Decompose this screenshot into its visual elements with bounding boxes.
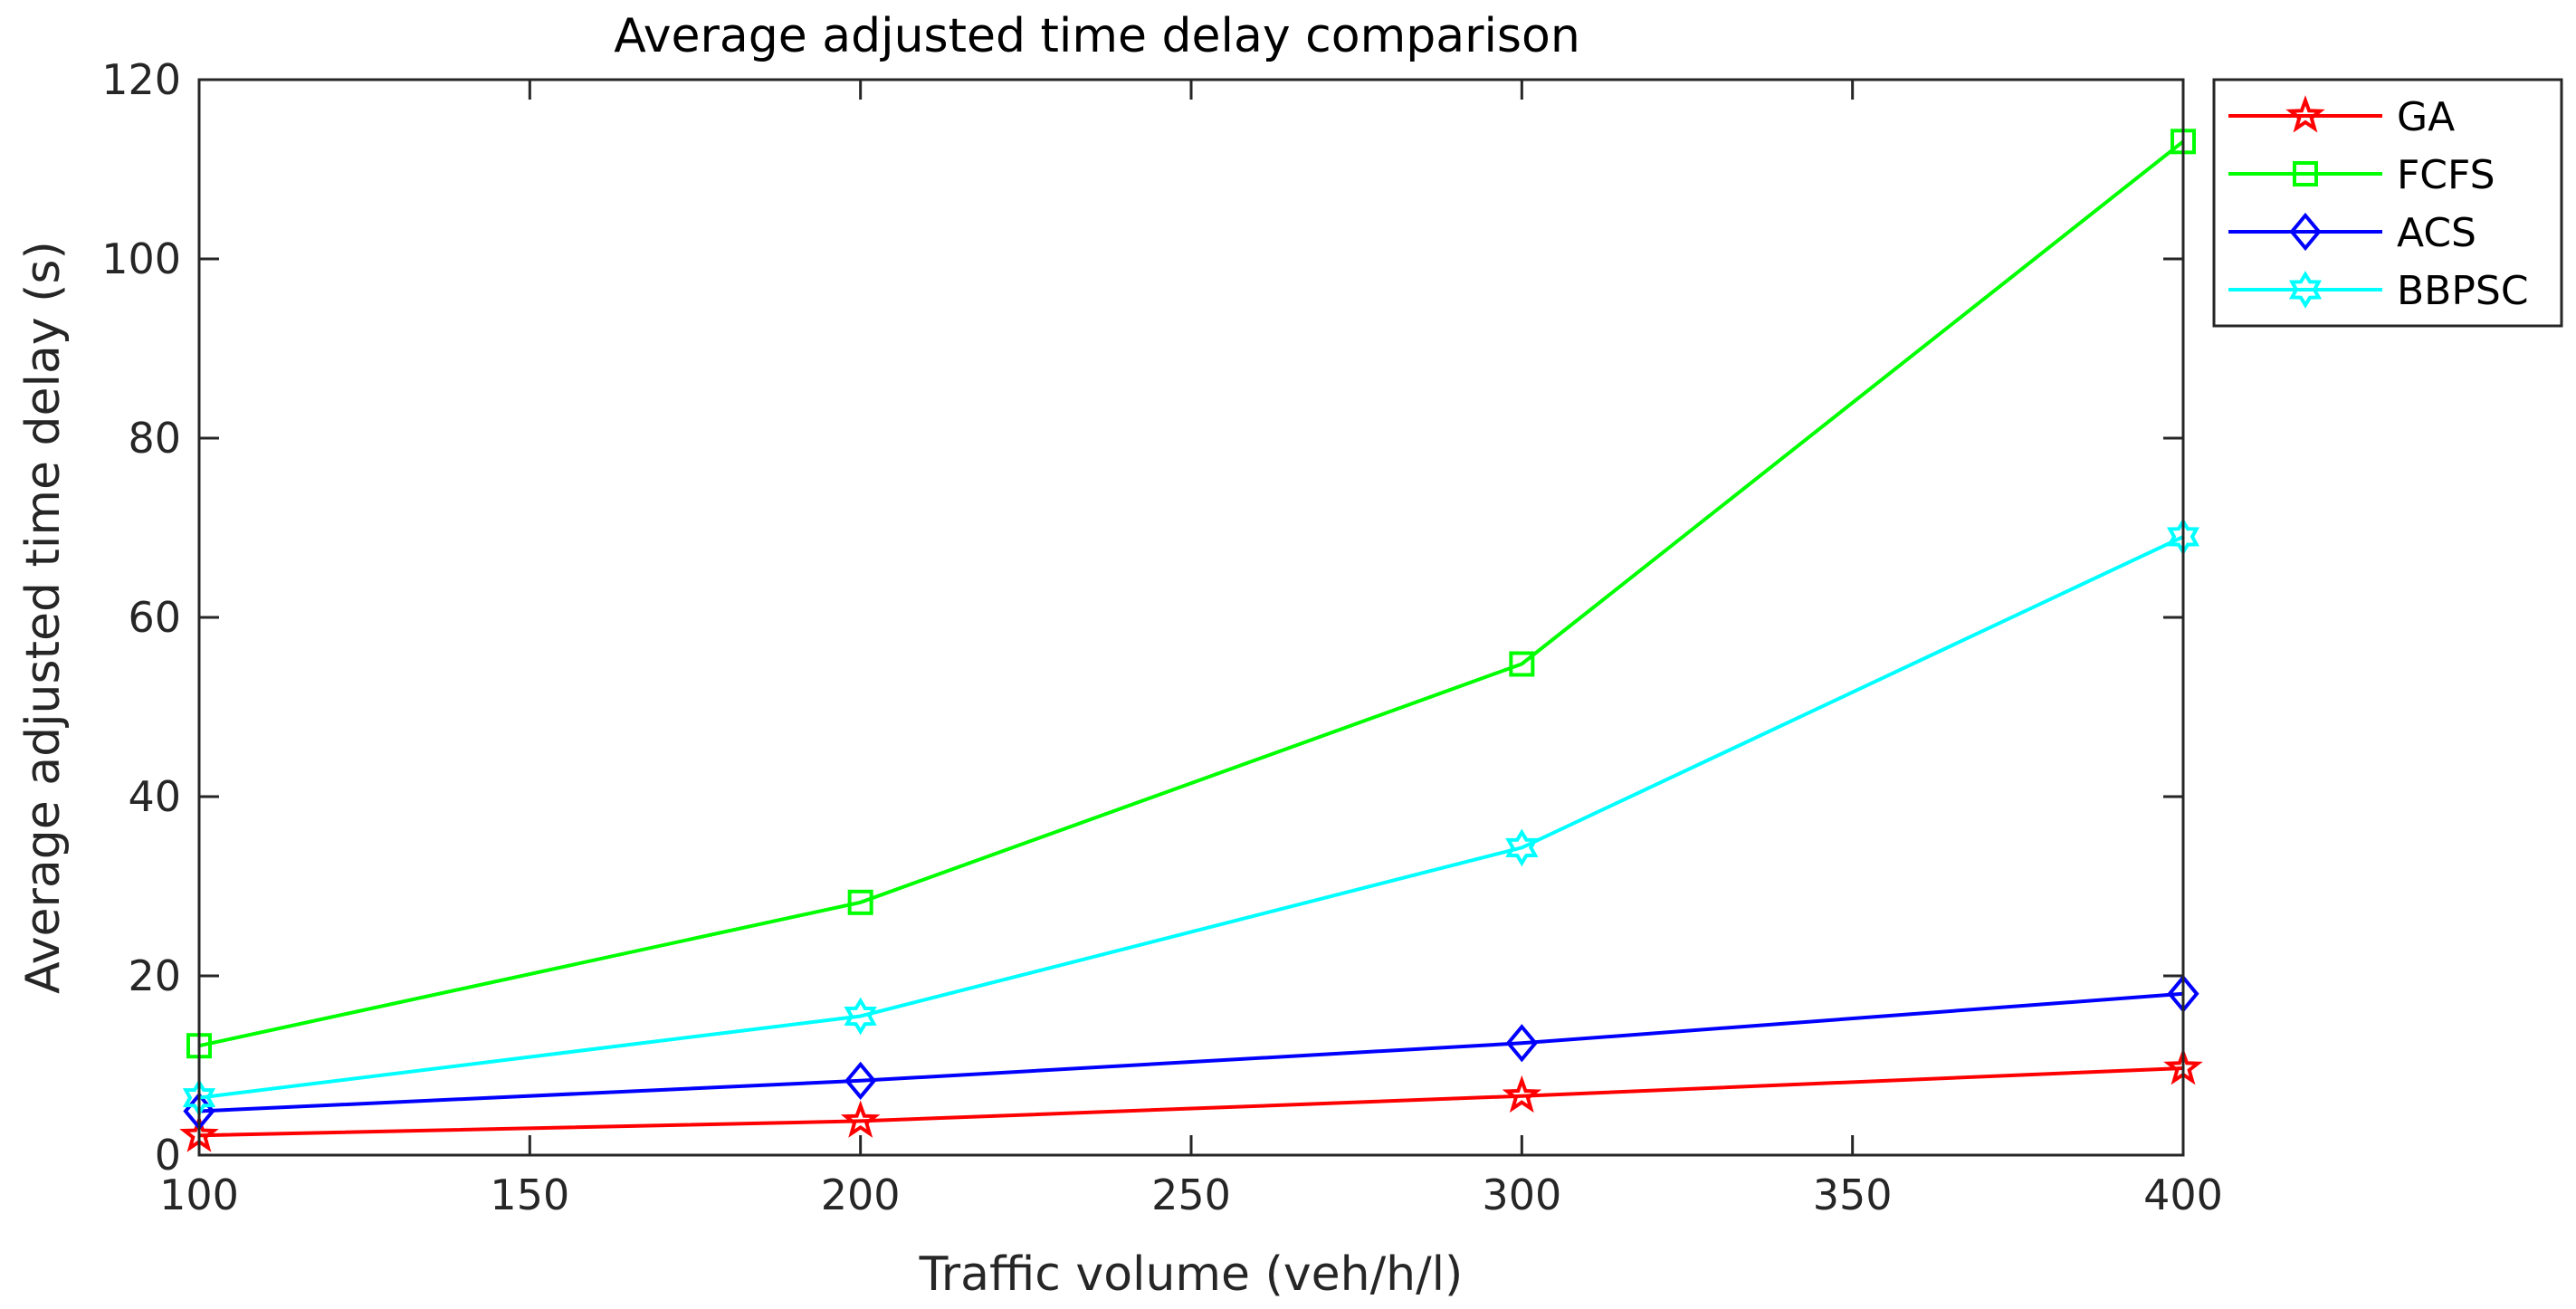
legend-marker	[2289, 212, 2322, 252]
y-tick-label: 100	[101, 234, 181, 283]
data-point-acs	[844, 1061, 877, 1100]
plot-frame	[197, 78, 2185, 1157]
legend-label: GA	[2397, 94, 2455, 140]
data-point-ga	[1502, 1075, 1542, 1113]
y-tick-label: 20	[128, 951, 181, 1000]
legend-entry-ga: GA	[2228, 94, 2455, 140]
series-line-acs	[198, 991, 2184, 1113]
data-point-fcfs	[847, 889, 873, 915]
x-tick-label: 250	[1151, 1170, 1231, 1219]
legend: GA FCFS ACS BBPSC	[2212, 78, 2563, 328]
y-tick-label: 0	[155, 1131, 181, 1180]
x-tick-label: 100	[159, 1170, 239, 1219]
legend-marker	[2288, 271, 2323, 309]
x-tick-label: 200	[821, 1170, 901, 1219]
x-axis-title: Traffic volume (veh/h/l)	[919, 1247, 1464, 1302]
plot-area	[199, 80, 2183, 1155]
y-tick-label: 120	[101, 55, 181, 104]
x-tick-label: 400	[2143, 1170, 2223, 1219]
chart-title: Average adjusted time delay comparison	[614, 9, 1580, 63]
data-point-fcfs	[1509, 651, 1535, 677]
y-tick-label: 60	[128, 593, 181, 642]
legend-marker	[2285, 95, 2325, 133]
legend-label: FCFS	[2397, 152, 2495, 198]
legend-box	[2212, 78, 2563, 328]
data-point-acs	[1505, 1024, 1538, 1063]
legend-entry-fcfs: FCFS	[2228, 152, 2495, 198]
x-tick-label: 300	[1482, 1170, 1561, 1219]
legend-entry-bbpsc: BBPSC	[2228, 268, 2529, 314]
y-axis-title: Average adjusted time delay (s)	[16, 241, 71, 994]
series-line-bbpsc	[198, 535, 2184, 1100]
data-point-bbpsc	[844, 997, 877, 1036]
data-point-ga	[840, 1100, 881, 1138]
y-tick-label: 80	[128, 414, 181, 463]
x-tick-label: 350	[1813, 1170, 1893, 1219]
x-tick-label: 150	[490, 1170, 569, 1219]
legend-marker	[2293, 161, 2318, 186]
legend-entry-acs: ACS	[2228, 210, 2476, 256]
legend-label: ACS	[2397, 210, 2476, 256]
series-line-fcfs	[198, 139, 2185, 1048]
legend-label: BBPSC	[2397, 268, 2529, 314]
y-tick-label: 40	[128, 772, 181, 821]
data-point-bbpsc	[1505, 828, 1539, 867]
series-line-ga	[198, 1066, 2184, 1138]
